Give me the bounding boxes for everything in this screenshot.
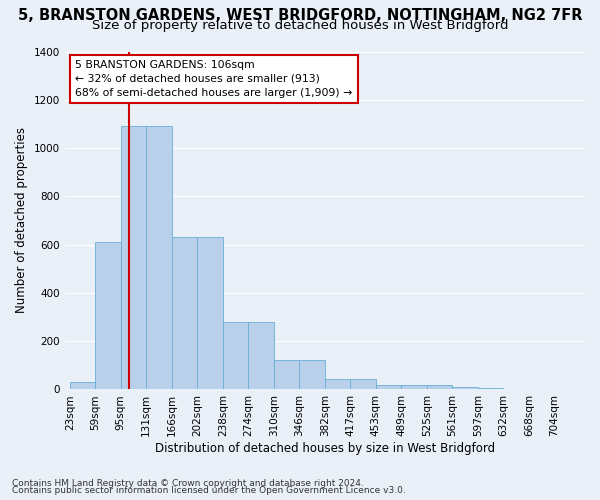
X-axis label: Distribution of detached houses by size in West Bridgford: Distribution of detached houses by size … — [155, 442, 495, 455]
Bar — [427, 384, 452, 390]
Bar — [376, 384, 401, 390]
Bar — [299, 360, 325, 390]
Bar — [248, 322, 274, 390]
Bar — [274, 360, 299, 390]
Bar — [452, 387, 478, 390]
Bar — [70, 382, 95, 390]
Bar — [146, 126, 172, 390]
Text: Contains public sector information licensed under the Open Government Licence v3: Contains public sector information licen… — [12, 486, 406, 495]
Bar — [121, 126, 146, 390]
Bar — [478, 388, 503, 390]
Text: 5, BRANSTON GARDENS, WEST BRIDGFORD, NOTTINGHAM, NG2 7FR: 5, BRANSTON GARDENS, WEST BRIDGFORD, NOT… — [18, 8, 582, 22]
Text: 5 BRANSTON GARDENS: 106sqm
← 32% of detached houses are smaller (913)
68% of sem: 5 BRANSTON GARDENS: 106sqm ← 32% of deta… — [75, 60, 352, 98]
Bar — [350, 378, 376, 390]
Bar — [401, 384, 427, 390]
Bar — [223, 322, 248, 390]
Text: Size of property relative to detached houses in West Bridgford: Size of property relative to detached ho… — [92, 19, 508, 32]
Bar — [172, 238, 197, 390]
Text: Contains HM Land Registry data © Crown copyright and database right 2024.: Contains HM Land Registry data © Crown c… — [12, 478, 364, 488]
Bar — [95, 242, 121, 390]
Bar — [197, 238, 223, 390]
Bar — [325, 378, 350, 390]
Y-axis label: Number of detached properties: Number of detached properties — [15, 128, 28, 314]
